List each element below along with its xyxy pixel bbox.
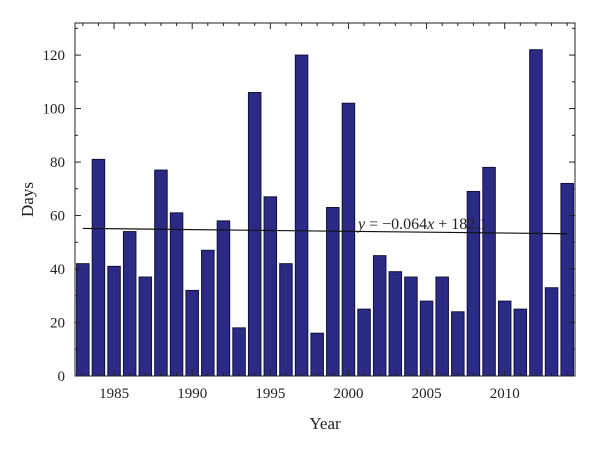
x-axis-title: Year (309, 414, 341, 433)
x-tick-label-1995: 1995 (255, 386, 285, 402)
plot-frame (74, 22, 576, 377)
y-tick-label-120: 120 (43, 48, 66, 64)
x-tick-label-1985: 1985 (99, 386, 129, 402)
x-tick-label-2005: 2005 (412, 386, 442, 402)
bar-2010 (497, 300, 512, 377)
equation-end: + 182.1 (434, 216, 487, 233)
bar-1998 (310, 332, 324, 377)
x-tick-label-2000: 2000 (333, 386, 363, 402)
bar-2001 (357, 308, 371, 377)
bar-2009 (482, 166, 496, 377)
bars-layer (76, 49, 574, 377)
bar-1993 (232, 327, 246, 377)
bar-1985 (107, 265, 121, 377)
bar-1988 (154, 169, 168, 377)
bar-2005 (419, 300, 434, 377)
bar-1991 (201, 249, 215, 377)
bar-2011 (513, 308, 528, 377)
bar-1983 (76, 263, 90, 377)
x-tick-label-1990: 1990 (177, 386, 207, 402)
bar-1992 (216, 220, 231, 377)
trendline-layer (82, 227, 568, 235)
bar-2003 (388, 271, 403, 377)
bar-2013 (544, 287, 559, 377)
bar-1990 (185, 289, 199, 377)
x-tick-label-2010: 2010 (490, 386, 520, 402)
bar-2014 (560, 182, 574, 377)
y-tick-label-100: 100 (43, 102, 66, 118)
equation-y: y (356, 216, 366, 233)
bar-1995 (263, 196, 278, 377)
bar-2006 (435, 276, 449, 377)
bar-2007 (451, 311, 465, 377)
trendline-equation: y = −0.064x + 182.1 (356, 216, 487, 233)
bar-1986 (122, 231, 137, 377)
bar-1994 (247, 92, 262, 377)
y-tick-label-40: 40 (50, 262, 65, 278)
equation-mid: = −0.064 (365, 216, 427, 233)
bar-2004 (404, 276, 418, 377)
bar-1996 (279, 263, 293, 377)
y-tick-label-0: 0 (58, 369, 66, 385)
trendline (82, 227, 568, 235)
bar-1999 (326, 207, 340, 377)
bar-1987 (138, 276, 153, 377)
bar-1997 (294, 54, 309, 377)
ticks-layer: 1985 1990 1995 2000 2005 2010 0 20 40 60 80 100 120 (43, 23, 575, 402)
bar-2000 (341, 102, 356, 377)
y-tick-label-80: 80 (50, 155, 65, 171)
bar-2002 (372, 255, 387, 377)
y-tick-label-20: 20 (50, 316, 65, 332)
y-tick-label-60: 60 (50, 209, 65, 225)
bar-1989 (169, 212, 184, 377)
bar-1984 (91, 158, 106, 377)
y-axis-title: Days (18, 182, 37, 217)
bar-2012 (529, 49, 543, 377)
equation-x: x (426, 216, 434, 233)
